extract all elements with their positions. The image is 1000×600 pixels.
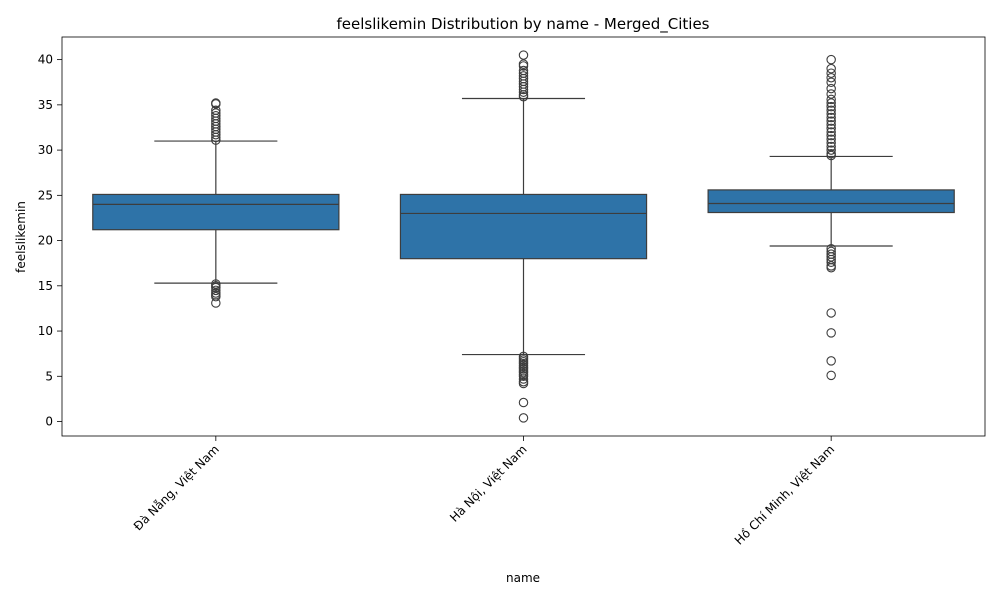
outlier-point [826, 145, 836, 155]
y-tick-label: 0 [45, 415, 53, 429]
y-tick-label: 40 [38, 53, 53, 67]
plot-area: 0 5 10 15 20 25 30 35 40 Đà Nẵng, Việt Nam Hà Nội,… [38, 36, 986, 548]
chart-title: feelslikemin Distribution by name - Merg… [336, 15, 709, 34]
outlier-point [826, 105, 836, 116]
outlier-point [826, 370, 836, 381]
outlier-point [826, 127, 836, 137]
outlier-point [826, 252, 836, 262]
outlier-point [211, 282, 221, 293]
box [399, 193, 648, 260]
box [92, 193, 340, 231]
outlier-point [211, 298, 221, 308]
outlier-point [826, 101, 836, 112]
outlier-point [826, 308, 836, 318]
outlier-point [826, 72, 836, 83]
outlier-point [826, 112, 836, 123]
outlier-point [826, 98, 836, 108]
outlier-point [826, 116, 836, 126]
outlier-point [211, 132, 221, 143]
outlier-point [826, 257, 836, 268]
outlier-point [211, 99, 221, 109]
y-tick-label: 15 [38, 279, 53, 293]
outlier-point [826, 262, 836, 273]
y-tick-label: 10 [38, 324, 53, 338]
outlier-point [826, 141, 836, 152]
outlier-point [826, 120, 836, 130]
outlier-point [826, 54, 836, 65]
y-tick-label: 5 [45, 369, 53, 383]
outlier-point [518, 87, 529, 97]
outlier-point [518, 50, 529, 60]
outlier-point [211, 285, 221, 296]
outlier-point [826, 68, 836, 78]
outlier-point [211, 135, 221, 145]
outlier-point [826, 77, 836, 87]
outlier-point [826, 356, 836, 366]
box [707, 189, 955, 214]
outlier-point [211, 291, 221, 302]
outlier-point [826, 134, 836, 144]
outlier-point [826, 63, 836, 74]
outlier-point [518, 374, 529, 384]
outlier-point [518, 61, 529, 71]
outlier-point [826, 109, 836, 119]
outlier-point [518, 397, 529, 408]
outlier-point [826, 89, 836, 99]
outlier-point [826, 130, 836, 141]
outlier-point [518, 91, 529, 102]
outlier-point [518, 371, 529, 382]
outlier-point [211, 129, 221, 140]
x-tick-label: Hà Nội, Việt Nam [447, 442, 530, 525]
y-axis-label: feelslikemin [14, 201, 28, 273]
y-tick-label: 20 [38, 234, 53, 248]
y-tick-label: 30 [38, 143, 53, 157]
outlier-point [518, 413, 529, 423]
x-tick-label: Đà Nẵng, Việt Nam [131, 442, 222, 533]
outlier-point [518, 378, 529, 389]
outlier-point [826, 123, 836, 134]
outlier-point [826, 328, 836, 338]
outlier-point [826, 138, 836, 148]
outlier-point [826, 94, 836, 105]
y-tick-label: 35 [38, 98, 53, 112]
x-axis-label: name [506, 571, 540, 585]
outlier-point [826, 150, 836, 161]
outlier-point [518, 84, 529, 95]
x-tick-label: Hồ Chí Minh, Việt Nam [732, 442, 837, 547]
outlier-point [826, 83, 836, 94]
y-tick-label: 25 [38, 188, 53, 202]
